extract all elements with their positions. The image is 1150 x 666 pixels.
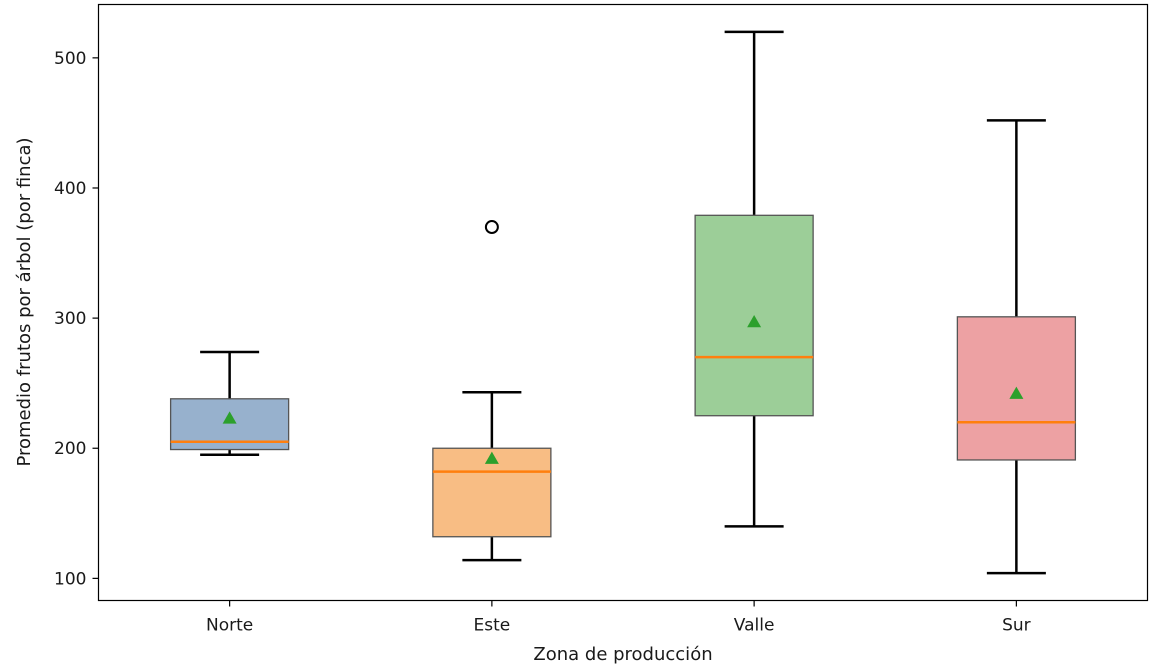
plot-marks (169, 30, 1077, 575)
box-group-norte (169, 350, 290, 457)
x-tick-label: Valle (734, 616, 775, 636)
box-group-valle (694, 30, 814, 528)
y-axis-ticks: 100 200 300 400 500 (54, 49, 99, 589)
plot-frame (97, 3, 1149, 602)
y-tick-label: 300 (54, 309, 86, 329)
mean-marker (1009, 386, 1024, 399)
box-group-sur (956, 119, 1077, 575)
outlier-point (484, 220, 499, 235)
x-axis-ticks: Norte Este Valle Sur (206, 600, 1031, 636)
mean-marker (747, 315, 762, 328)
box-group-este (432, 220, 552, 562)
x-tick-label: Sur (1002, 616, 1031, 636)
x-tick-label: Norte (206, 616, 253, 636)
y-tick-label: 400 (54, 179, 86, 199)
y-tick-label: 500 (54, 49, 86, 69)
mean-marker (484, 451, 499, 464)
y-axis-label: Promedio frutos por árbol (por finca) (14, 137, 35, 466)
x-tick-label: Este (474, 616, 511, 636)
mean-marker (222, 411, 237, 424)
x-axis-label: Zona de producción (533, 644, 712, 665)
y-tick-label: 100 (54, 569, 86, 589)
y-tick-label: 200 (54, 439, 86, 459)
